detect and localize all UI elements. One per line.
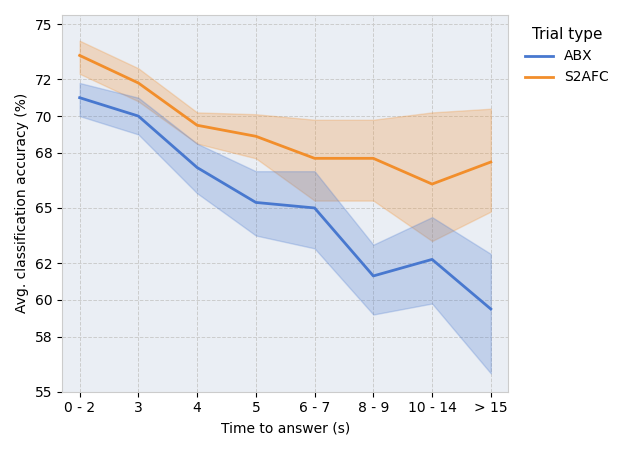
S2AFC — [76, 53, 83, 58]
S2AFC — [252, 134, 260, 139]
S2AFC — [135, 80, 142, 86]
ABX — [76, 95, 83, 100]
S2AFC — [370, 156, 377, 161]
ABX — [193, 165, 201, 170]
Legend: ABX, S2AFC: ABX, S2AFC — [520, 22, 615, 90]
ABX — [370, 273, 377, 279]
Line: ABX: ABX — [79, 98, 491, 309]
S2AFC — [487, 159, 495, 165]
S2AFC — [193, 122, 201, 128]
S2AFC — [311, 156, 318, 161]
S2AFC — [428, 181, 436, 187]
Line: S2AFC: S2AFC — [79, 55, 491, 184]
ABX — [487, 306, 495, 312]
ABX — [428, 256, 436, 262]
ABX — [311, 205, 318, 211]
X-axis label: Time to answer (s): Time to answer (s) — [220, 421, 350, 435]
Y-axis label: Avg. classification accuracy (%): Avg. classification accuracy (%) — [15, 93, 29, 314]
ABX — [135, 113, 142, 119]
ABX — [252, 200, 260, 205]
